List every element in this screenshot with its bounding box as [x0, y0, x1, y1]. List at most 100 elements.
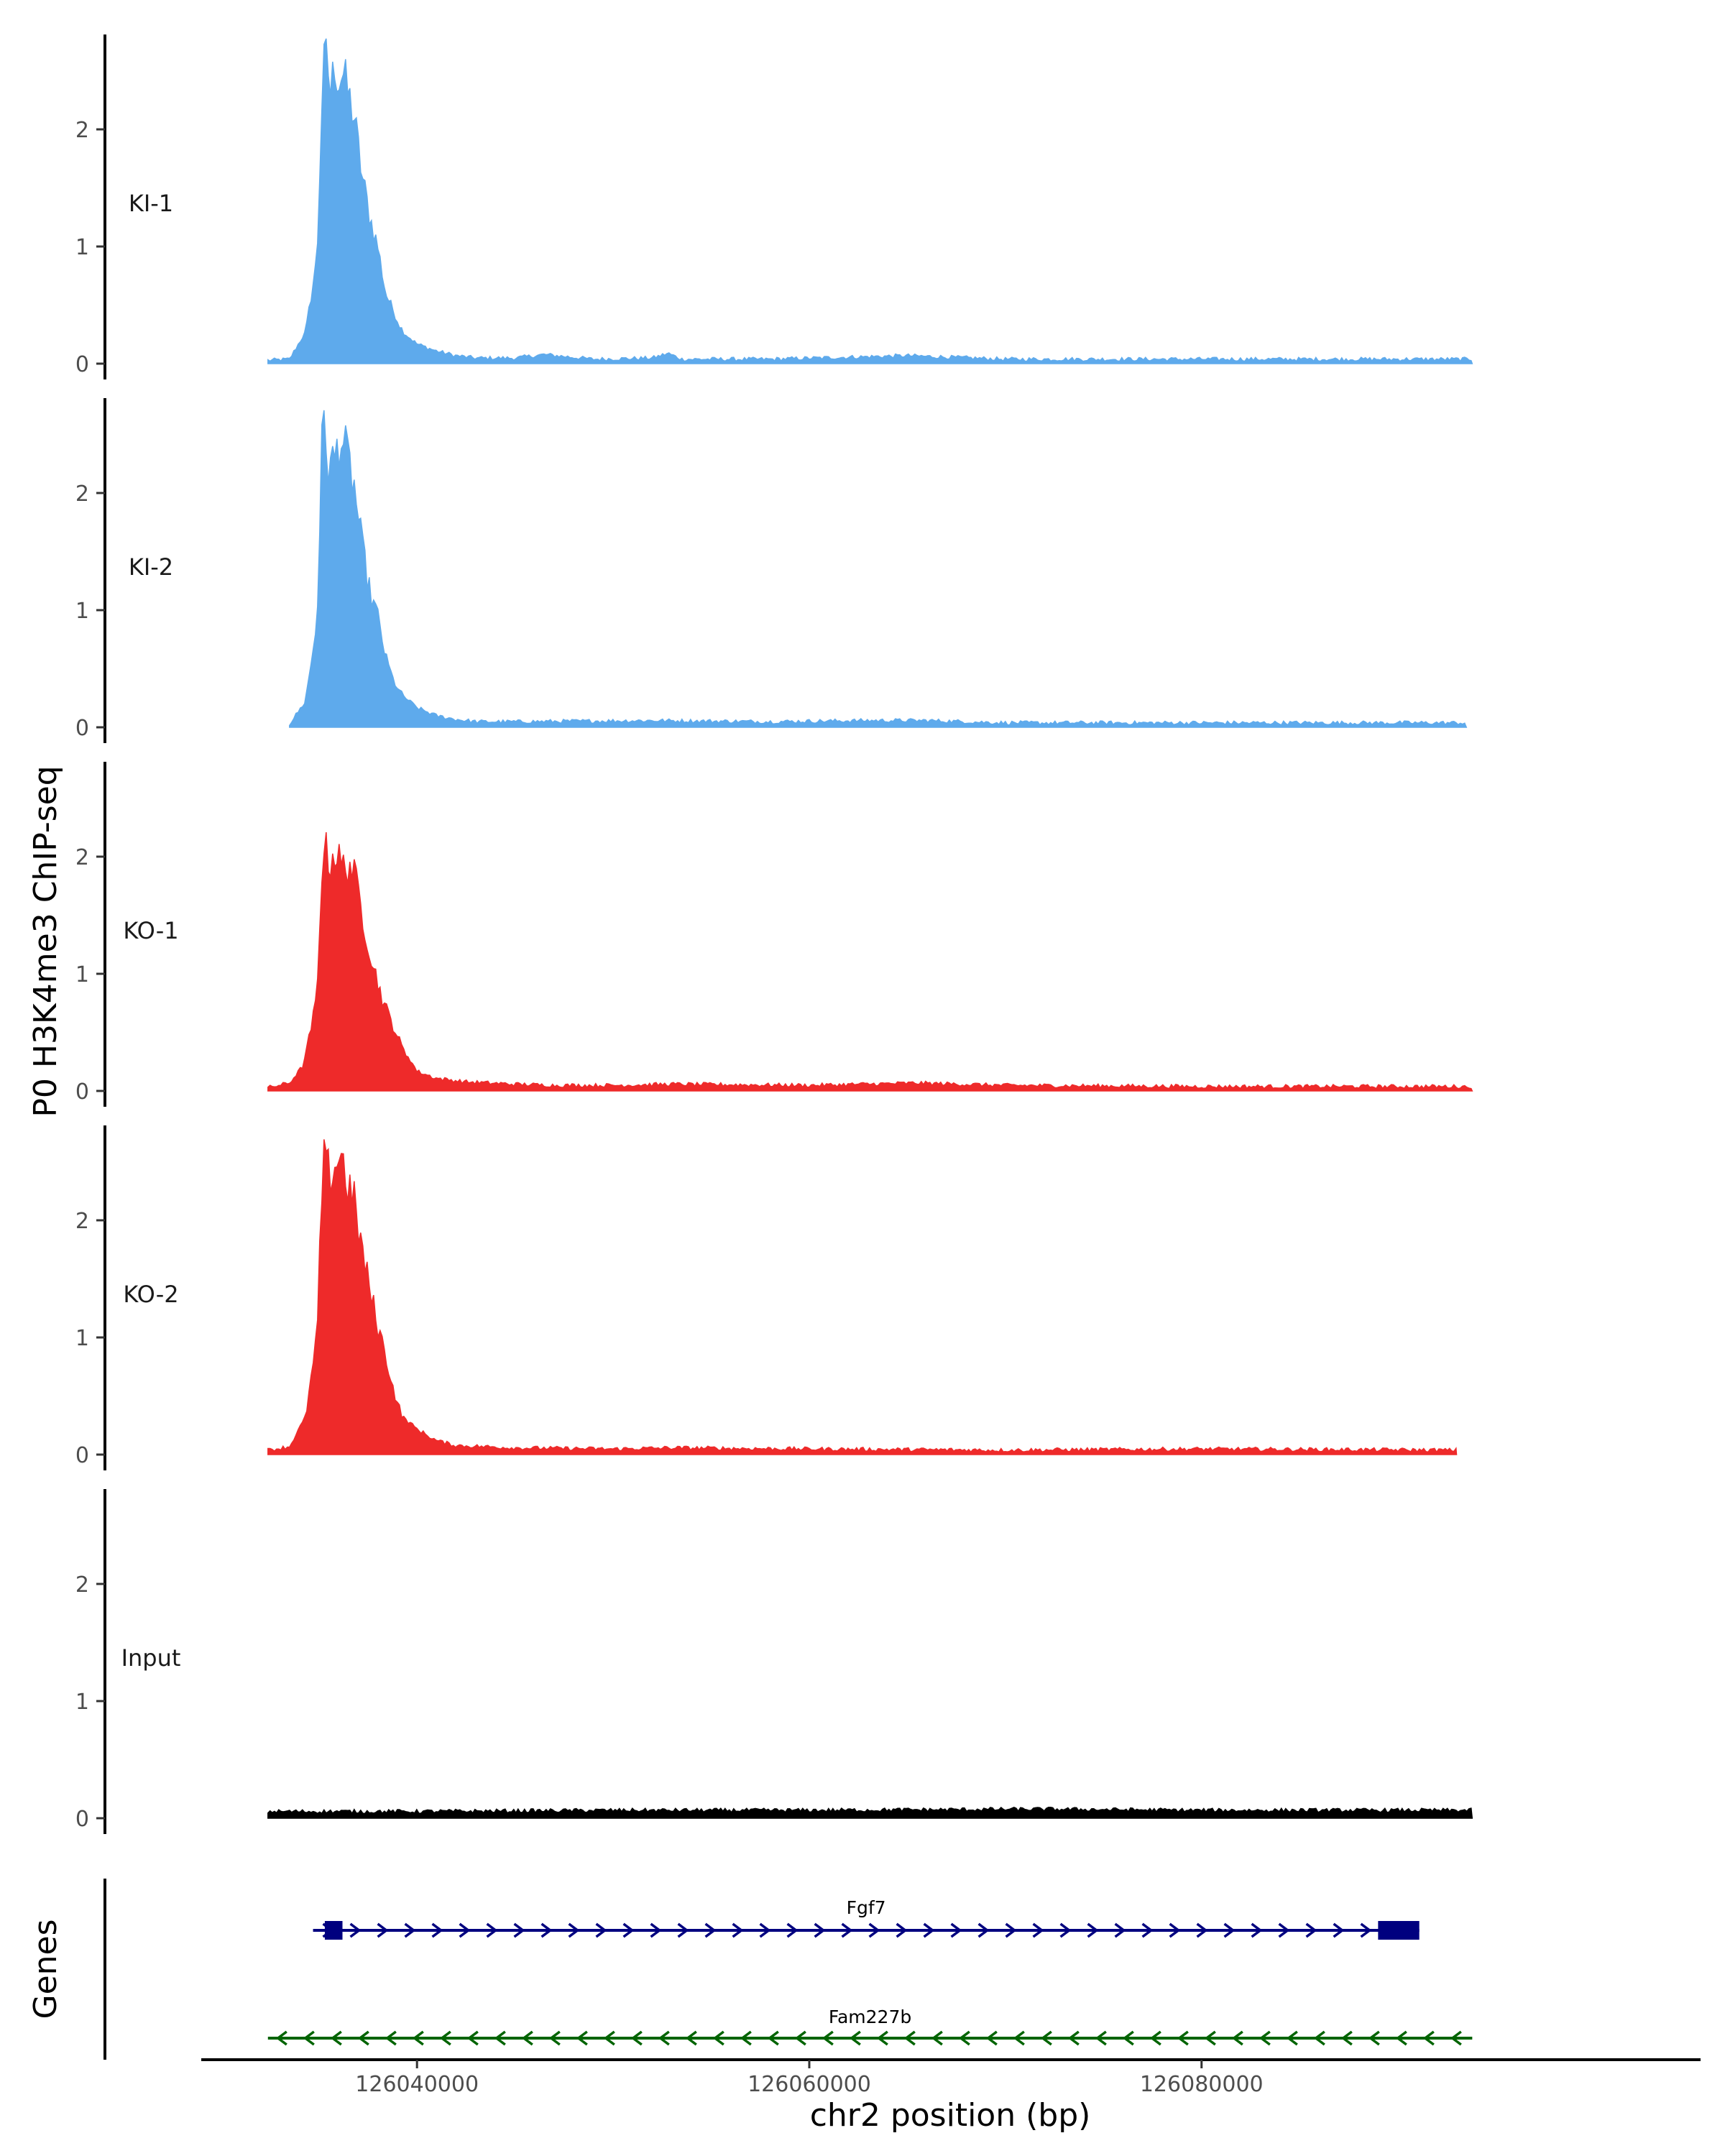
- strand-chevron: [486, 1922, 498, 1938]
- strand-chevron: [1278, 1922, 1290, 1938]
- strand-chevron: [896, 1922, 908, 1938]
- y-tick-label: 2: [75, 1209, 89, 1234]
- track-label: KI-2: [129, 553, 173, 581]
- strand-chevron: [459, 1922, 471, 1938]
- strand-chevron: [1059, 1922, 1072, 1938]
- strand-chevron: [521, 2030, 533, 2046]
- strand-chevron: [1422, 2030, 1435, 2046]
- strand-chevron: [740, 2030, 752, 2046]
- y-tick-label: 1: [75, 599, 89, 624]
- strand-chevron: [1196, 1922, 1208, 1938]
- strand-chevron: [794, 2030, 806, 2046]
- strand-chevron: [439, 2030, 451, 2046]
- strand-chevron: [1305, 1922, 1317, 1938]
- y-tick-label: 1: [75, 962, 89, 987]
- y-tick-label: 1: [75, 1326, 89, 1351]
- strand-chevron: [876, 2030, 888, 2046]
- genes-axis-title: Genes: [27, 1919, 64, 2019]
- strand-chevron: [1286, 2030, 1298, 2046]
- strand-chevron: [1141, 1922, 1154, 1938]
- strand-chevron: [978, 1922, 990, 1938]
- strand-chevron: [1095, 2030, 1107, 2046]
- strand-chevron: [868, 1922, 880, 1938]
- strand-chevron: [786, 1922, 799, 1938]
- strand-chevron: [950, 1922, 962, 1938]
- y-tick-label: 0: [75, 352, 89, 377]
- y-tick-label: 0: [75, 716, 89, 741]
- strand-chevron: [650, 1922, 662, 1938]
- x-tick-label: 126040000: [355, 2072, 479, 2097]
- track-ki-1: 0 1 2 KI-1: [75, 34, 1473, 379]
- strand-chevron: [1395, 2030, 1407, 2046]
- strand-chevron: [1032, 1922, 1044, 1938]
- track-ko-1: 0 1 2 KO-1: [75, 762, 1473, 1107]
- signal-area: [267, 1806, 1473, 1819]
- strand-chevron: [1013, 2030, 1025, 2046]
- signal-tracks: 0 1 2 KI-1 0 1 2 KI-2 0 1 2 KO-1 0 1 2 KO-2 0 1 2 Input: [75, 34, 1473, 1834]
- strand-chevron: [603, 2030, 615, 2046]
- strand-chevron: [1450, 2030, 1462, 2046]
- gene-fgf7: Fgf7: [313, 1897, 1420, 1940]
- strand-chevron: [466, 2030, 479, 2046]
- strand-chevron: [677, 1922, 689, 1938]
- gene-fam227b: Fam227b: [267, 2007, 1473, 2046]
- strand-chevron: [931, 2030, 943, 2046]
- strand-chevron: [1177, 2030, 1189, 2046]
- exon: [1378, 1921, 1420, 1940]
- strand-chevron: [767, 2030, 779, 2046]
- track-label: Input: [121, 1644, 181, 1672]
- x-axis: 126040000 126060000 126080000: [201, 2058, 1701, 2097]
- strand-chevron: [1340, 2030, 1353, 2046]
- track-ko-2: 0 1 2 KO-2: [75, 1125, 1458, 1470]
- x-tick-label: 126080000: [1140, 2072, 1264, 2097]
- strand-chevron: [732, 1922, 744, 1938]
- strand-chevron: [1122, 2030, 1134, 2046]
- strand-chevron: [814, 1922, 826, 1938]
- strand-chevron: [349, 1922, 362, 1938]
- strand-chevron: [622, 1922, 635, 1938]
- signal-area: [267, 38, 1473, 364]
- strand-chevron: [903, 2030, 916, 2046]
- strand-chevron: [1204, 2030, 1216, 2046]
- x-axis-title: chr2 position (bp): [810, 2097, 1091, 2134]
- strand-chevron: [1114, 1922, 1126, 1938]
- strand-chevron: [1313, 2030, 1325, 2046]
- strand-chevron: [357, 2030, 369, 2046]
- strand-chevron: [1259, 2030, 1271, 2046]
- strand-chevron: [1251, 1922, 1263, 1938]
- strand-chevron: [303, 2030, 315, 2046]
- strand-chevron: [712, 2030, 724, 2046]
- strand-chevron: [275, 2030, 288, 2046]
- y-tick-label: 1: [75, 1690, 89, 1715]
- strand-chevron: [923, 1922, 935, 1938]
- strand-chevron: [513, 1922, 525, 1938]
- y-tick-label: 2: [75, 845, 89, 870]
- strand-chevron: [685, 2030, 697, 2046]
- gene-label: Fgf7: [847, 1897, 886, 1918]
- strand-chevron: [759, 1922, 771, 1938]
- strand-chevron: [595, 1922, 607, 1938]
- strand-chevron: [1169, 1922, 1181, 1938]
- strand-chevron: [985, 2030, 998, 2046]
- strand-chevron: [1223, 1922, 1236, 1938]
- y-tick-label: 2: [75, 118, 89, 143]
- y-tick-label: 0: [75, 1443, 89, 1468]
- y-axis-title: P0 H3K4me3 ChIP-seq: [27, 765, 64, 1117]
- strand-chevron: [540, 1922, 553, 1938]
- strand-chevron: [1087, 1922, 1099, 1938]
- track-label: KI-1: [129, 190, 173, 217]
- strand-chevron: [1333, 1922, 1345, 1938]
- track-input: 0 1 2 Input: [75, 1489, 1473, 1834]
- strand-chevron: [658, 2030, 670, 2046]
- y-tick-label: 0: [75, 1807, 89, 1832]
- strand-chevron: [404, 1922, 416, 1938]
- strand-chevron: [822, 2030, 834, 2046]
- strand-chevron: [1231, 2030, 1243, 2046]
- strand-chevron: [548, 2030, 561, 2046]
- strand-chevron: [576, 2030, 588, 2046]
- x-tick-label: 126060000: [748, 2072, 871, 2097]
- strand-chevron: [494, 2030, 506, 2046]
- genes-panel: Fgf7 Fam227b: [104, 1879, 1473, 2060]
- strand-chevron: [704, 1922, 717, 1938]
